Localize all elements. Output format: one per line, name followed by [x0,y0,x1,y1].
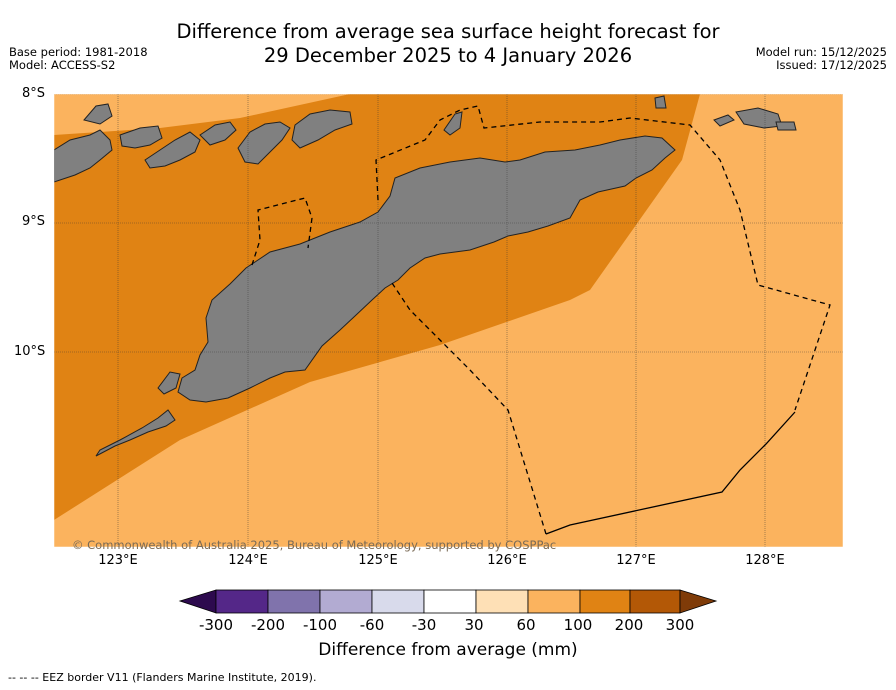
lembata-island [199,121,237,146]
colorbar-tick: -200 [250,616,286,634]
landmass-group [54,95,797,457]
colorbar-tick: 60 [516,616,536,634]
colorbar-extend-max [679,589,718,614]
lon-label-128e: 128°E [745,553,785,568]
map-area [54,94,843,547]
colorbar-title: Difference from average (mm) [318,640,578,660]
adonara-island [144,131,201,169]
colorbar-swatch [215,589,269,614]
gridlines [54,94,843,547]
colorbar-extend-min [178,589,217,614]
wetar-island [443,111,463,136]
colorbar-tick: -30 [411,616,437,634]
colorbar-swatch [267,589,321,614]
colorbar-tick: -300 [198,616,234,634]
colorbar-tick: 200 [614,616,644,634]
lat-label-9s: 9°S [22,214,46,229]
lon-label-125e: 125°E [358,553,398,568]
east-island-4 [654,95,667,109]
lat-label-10s: 10°S [14,344,46,359]
east-island-3 [713,114,735,127]
meta-left: Base period: 1981-2018 Model: ACCESS-S2 [9,46,148,72]
model-name: Model: ACCESS-S2 [9,58,116,72]
eez-border [251,105,831,535]
colorbar-swatch [579,589,631,614]
timor-island [177,135,676,403]
lon-label-123e: 123°E [98,553,138,568]
colorbar-swatch [371,589,425,614]
colorbar-tick: -60 [359,616,385,634]
colorbar-swatch [475,589,529,614]
colorbar-tick: 100 [563,616,593,634]
title-line-1: Difference from average sea surface heig… [176,20,720,43]
base-period: Base period: 1981-2018 [9,45,148,59]
colorbar-tick: -100 [302,616,338,634]
atauro-island [83,103,113,125]
semau-island [157,371,181,395]
map-frame [53,93,844,548]
chart-title: Difference from average sea surface heig… [0,20,896,68]
colorbar-swatch [423,589,477,614]
east-island-2 [775,121,797,131]
flores-island [54,129,113,183]
colorbar-tick: 300 [665,616,695,634]
copyright-notice: © Commonwealth of Australia 2025, Bureau… [72,538,557,552]
pantar-island [237,121,291,165]
alor-island [291,109,353,149]
colorbar-tick: 30 [464,616,484,634]
solor-islands [119,125,163,149]
lon-label-126e: 126°E [487,553,527,568]
model-run: Model run: 15/12/2025 [755,45,887,59]
meta-right: Model run: 15/12/2025 Issued: 17/12/2025 [756,46,887,72]
title-line-2: 29 December 2025 to 4 January 2026 [263,44,633,67]
colorbar [178,589,718,614]
colorbar-swatch [527,589,581,614]
lat-label-8s: 8°S [22,86,46,101]
lon-label-124e: 124°E [228,553,268,568]
colorbar-swatch [629,589,681,614]
issued-date: Issued: 17/12/2025 [776,58,887,72]
lon-label-127e: 127°E [616,553,656,568]
colorbar-swatch [319,589,373,614]
eez-legend: -- -- -- EEZ border V11 (Flanders Marine… [8,671,317,684]
rote-island [95,409,176,457]
